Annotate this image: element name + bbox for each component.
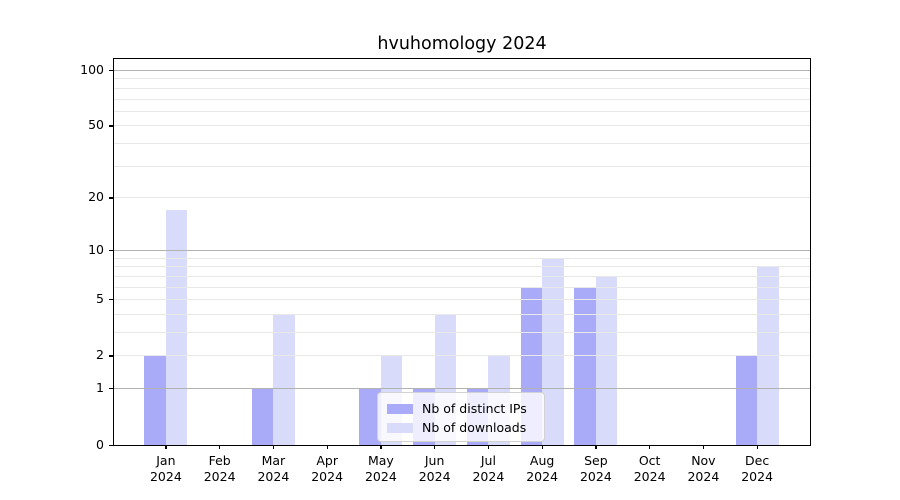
y-tick-mark: [109, 249, 113, 252]
y-tick-label: 5: [96, 291, 104, 307]
bar-distinct-ips: [359, 388, 381, 445]
x-tick-label-year: 2024: [311, 469, 344, 484]
x-tick-mark: [487, 445, 490, 449]
gridline-minor: [114, 125, 810, 127]
x-tick-label-month: Apr: [316, 453, 338, 468]
x-tick-label-year: 2024: [526, 469, 559, 484]
y-tick-mark: [109, 444, 113, 446]
x-tick-mark: [380, 445, 382, 449]
gridline-minor: [114, 313, 810, 315]
x-tick-label-year: 2024: [257, 469, 290, 484]
x-tick-label-month: Dec: [745, 453, 770, 468]
gridline-minor: [114, 110, 810, 112]
y-tick-label: 10: [88, 241, 104, 257]
x-tick-mark: [219, 445, 221, 449]
x-tick-mark: [756, 445, 758, 449]
bar-downloads: [542, 257, 564, 445]
y-tick-label: 0: [96, 436, 104, 452]
x-tick-mark: [434, 445, 436, 449]
bar-distinct-ips: [735, 355, 758, 445]
plot-area: [113, 58, 811, 446]
y-tick-mark: [109, 355, 113, 357]
y-tick-label: 1: [96, 380, 104, 396]
gridline-major: [114, 388, 810, 390]
gridline-minor: [114, 165, 810, 167]
gridline-minor: [114, 286, 810, 288]
x-tick-label-month: Jul: [480, 453, 496, 468]
y-tick-mark: [109, 69, 113, 72]
legend-item-downloads: Nb of downloads: [387, 418, 544, 437]
gridline-minor: [114, 87, 810, 89]
y-tick-label: 100: [80, 61, 104, 77]
x-tick-label-year: 2024: [579, 469, 612, 484]
y-tick-label: 2: [96, 347, 104, 363]
gridline-minor: [114, 355, 810, 357]
bar-downloads: [595, 275, 618, 445]
x-tick-label-year: 2024: [418, 469, 451, 484]
y-tick-label: 50: [88, 117, 104, 133]
gridline-major: [114, 69, 810, 71]
x-tick-mark: [326, 445, 328, 449]
x-tick-label-month: Feb: [208, 453, 231, 468]
gridline-minor: [114, 197, 810, 199]
x-tick-label-year: 2024: [633, 469, 666, 484]
x-tick-label-month: Jan: [156, 453, 176, 468]
x-tick-label-year: 2024: [472, 469, 505, 484]
gridline-major: [114, 249, 810, 251]
bar-distinct-ips: [144, 355, 166, 445]
legend-item-distinct-ips: Nb of distinct IPs: [387, 399, 544, 418]
x-tick-label-year: 2024: [364, 469, 397, 484]
legend-swatch-distinct-ips: [387, 403, 413, 414]
y-tick-mark: [109, 299, 113, 301]
gridline-minor: [114, 98, 810, 100]
chart-title: hvuhomology 2024: [377, 34, 547, 54]
x-tick-label-month: Sep: [584, 453, 608, 468]
legend: Nb of distinct IPs Nb of downloads: [377, 392, 545, 442]
x-tick-mark: [272, 445, 275, 449]
x-tick-mark: [165, 445, 167, 449]
gridline-minor: [114, 299, 810, 301]
gridline-minor: [114, 143, 810, 145]
gridline-minor: [114, 266, 810, 268]
x-tick-label-year: 2024: [741, 469, 774, 484]
x-tick-label-month: Oct: [638, 453, 661, 468]
x-tick-mark: [541, 445, 543, 449]
bar-downloads: [273, 313, 295, 445]
x-tick-label-year: 2024: [203, 469, 236, 484]
x-tick-mark: [702, 445, 705, 449]
x-tick-label-month: Aug: [529, 453, 555, 468]
x-tick-label-year: 2024: [687, 469, 720, 484]
bar-downloads: [165, 209, 188, 445]
y-tick-mark: [109, 388, 113, 390]
y-tick-label: 20: [88, 189, 104, 205]
legend-swatch-downloads: [387, 422, 413, 433]
bar-distinct-ips: [574, 286, 596, 445]
gridline-minor: [114, 275, 810, 277]
x-tick-label-year: 2024: [149, 469, 182, 484]
x-tick-label-month: Nov: [691, 453, 716, 468]
x-tick-label-month: May: [367, 453, 394, 468]
legend-label-downloads: Nb of downloads: [422, 420, 527, 435]
gridline-minor: [114, 257, 810, 259]
legend-label-distinct-ips: Nb of distinct IPs: [422, 401, 527, 416]
bar-distinct-ips: [251, 388, 274, 445]
gridline-minor: [114, 78, 810, 80]
x-tick-mark: [595, 445, 597, 449]
x-tick-label-month: Mar: [261, 453, 286, 468]
gridline-minor: [114, 332, 810, 333]
x-tick-mark: [649, 445, 651, 449]
x-tick-label-month: Jun: [424, 453, 445, 468]
y-tick-mark: [109, 197, 113, 199]
y-tick-mark: [109, 125, 113, 127]
